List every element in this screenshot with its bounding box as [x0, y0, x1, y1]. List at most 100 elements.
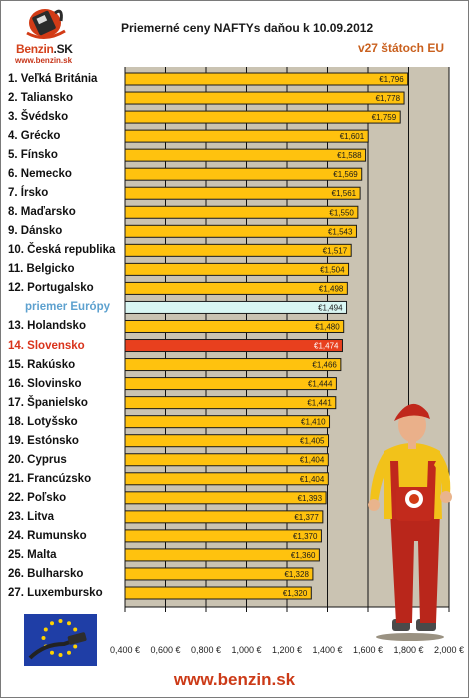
- bar-value-label: €1,480: [315, 322, 340, 331]
- country-label: 9. Dánsko: [8, 225, 63, 238]
- country-label: 12. Portugalsko: [8, 282, 94, 295]
- country-label: 6. Nemecko: [8, 168, 72, 181]
- x-tick-label: 0,800 €: [191, 645, 221, 655]
- bar: [124, 300, 348, 314]
- country-label: 17. Španielsko: [8, 396, 88, 409]
- bar-value-label: €1,320: [283, 589, 308, 598]
- bar: [124, 243, 352, 257]
- bar: [124, 567, 314, 581]
- footer-url[interactable]: www.benzin.sk: [173, 670, 296, 689]
- bar: [124, 377, 337, 391]
- bar-value-label: €1,517: [323, 246, 348, 255]
- bar-value-label: €1,466: [312, 361, 337, 370]
- bar-value-label: €1,328: [284, 570, 309, 579]
- bar: [124, 110, 401, 124]
- x-tick-label: 1,200 €: [272, 645, 302, 655]
- bar-value-label: €1,474: [314, 342, 339, 351]
- bar: [124, 281, 348, 295]
- country-label: 8. Maďarsko: [8, 206, 76, 219]
- x-tick-label: 0,600 €: [150, 645, 180, 655]
- country-label: 21. Francúzsko: [8, 472, 92, 485]
- logo-name: Benzin: [16, 42, 54, 56]
- bar-value-label: €1,550: [329, 208, 354, 217]
- reference-label: priemer Európy: [25, 301, 110, 314]
- country-label: 24. Rumunsko: [8, 529, 87, 542]
- eu-star: [73, 627, 78, 632]
- bar: [124, 339, 343, 353]
- bar-value-label: €1,441: [307, 399, 332, 408]
- country-label: 20. Cyprus: [8, 453, 67, 466]
- country-label: 25. Malta: [8, 548, 57, 561]
- country-label: 2. Taliansko: [8, 92, 73, 105]
- country-label: 16. Slovinsko: [8, 377, 82, 390]
- bar: [124, 167, 363, 181]
- bar-value-label: €1,504: [320, 265, 345, 274]
- logo-url: www.benzin.sk: [15, 56, 73, 65]
- bar: [124, 319, 345, 333]
- country-label: 1. Veľká Británia: [8, 73, 98, 85]
- country-label: 26. Bulharsko: [8, 567, 84, 580]
- eu-star: [43, 627, 48, 632]
- bar-value-label: €1,410: [301, 418, 326, 427]
- country-label: 15. Rakúsko: [8, 358, 76, 371]
- bar: [124, 586, 312, 600]
- eu-star: [67, 650, 71, 655]
- x-tick-label: 1,800 €: [393, 645, 423, 655]
- bar: [124, 186, 361, 200]
- country-label: 22. Poľsko: [8, 491, 67, 504]
- bar: [124, 205, 359, 219]
- bar-value-label: €1,444: [308, 380, 333, 389]
- fuel-pump-logo-icon: [26, 9, 66, 39]
- bar: [124, 358, 342, 372]
- country-label: 27. Luxembursko: [8, 587, 103, 599]
- eu-star: [50, 650, 54, 655]
- bar-value-label: €1,377: [294, 513, 319, 522]
- bar-value-label: €1,404: [300, 475, 325, 484]
- bar: [124, 529, 322, 543]
- bar: [124, 262, 350, 276]
- eu-flag-fuel-nozzle-icon: [24, 614, 97, 666]
- country-label: 5. Fínsko: [8, 149, 58, 162]
- bar-value-label: €1,569: [333, 170, 358, 179]
- bar-value-label: €1,393: [298, 494, 323, 503]
- bar-value-label: €1,759: [372, 113, 397, 122]
- bar: [124, 224, 357, 238]
- eu-star: [50, 621, 54, 626]
- logo-sk: .SK: [53, 42, 73, 56]
- bar: [124, 453, 329, 467]
- bar-value-label: €1,405: [300, 437, 325, 446]
- country-label: 23. Litva: [8, 510, 55, 523]
- eu-star: [58, 653, 63, 657]
- bar: [124, 415, 331, 429]
- bar-value-label: €1,796: [379, 75, 404, 84]
- logo-text: Benzin.SK: [16, 42, 73, 56]
- x-tick-label: 1,600 €: [353, 645, 383, 655]
- bar: [124, 510, 324, 524]
- bar: [124, 548, 320, 562]
- bar-value-label: €1,543: [328, 227, 353, 236]
- country-label: 19. Estónsko: [8, 434, 79, 447]
- bar-value-label: €1,561: [332, 189, 357, 198]
- bar: [124, 91, 405, 105]
- bar-value-label: €1,404: [300, 456, 325, 465]
- country-label: 7. Írsko: [8, 187, 49, 200]
- x-tick-label: 1,400 €: [312, 645, 342, 655]
- eu-star: [67, 621, 71, 626]
- bar-value-label: €1,498: [319, 284, 344, 293]
- country-label: 11. Belgicko: [8, 263, 75, 276]
- x-tick-label: 2,000 €: [434, 645, 464, 655]
- eu-star: [73, 644, 78, 649]
- bar-value-label: €1,360: [291, 551, 316, 560]
- eu-star: [41, 636, 46, 640]
- bar-value-label: €1,494: [318, 303, 343, 312]
- bar: [124, 491, 327, 505]
- country-label: 4. Grécko: [8, 130, 61, 143]
- country-label: 18. Lotyšsko: [8, 415, 78, 428]
- x-tick-label: 1,000 €: [231, 645, 261, 655]
- country-label: 13. Holandsko: [8, 320, 86, 333]
- bar: [124, 129, 369, 143]
- bar: [124, 472, 329, 486]
- bar-value-label: €1,778: [376, 94, 401, 103]
- country-label: 3. Švédsko: [8, 111, 69, 124]
- country-label: 14. Slovensko: [8, 339, 85, 352]
